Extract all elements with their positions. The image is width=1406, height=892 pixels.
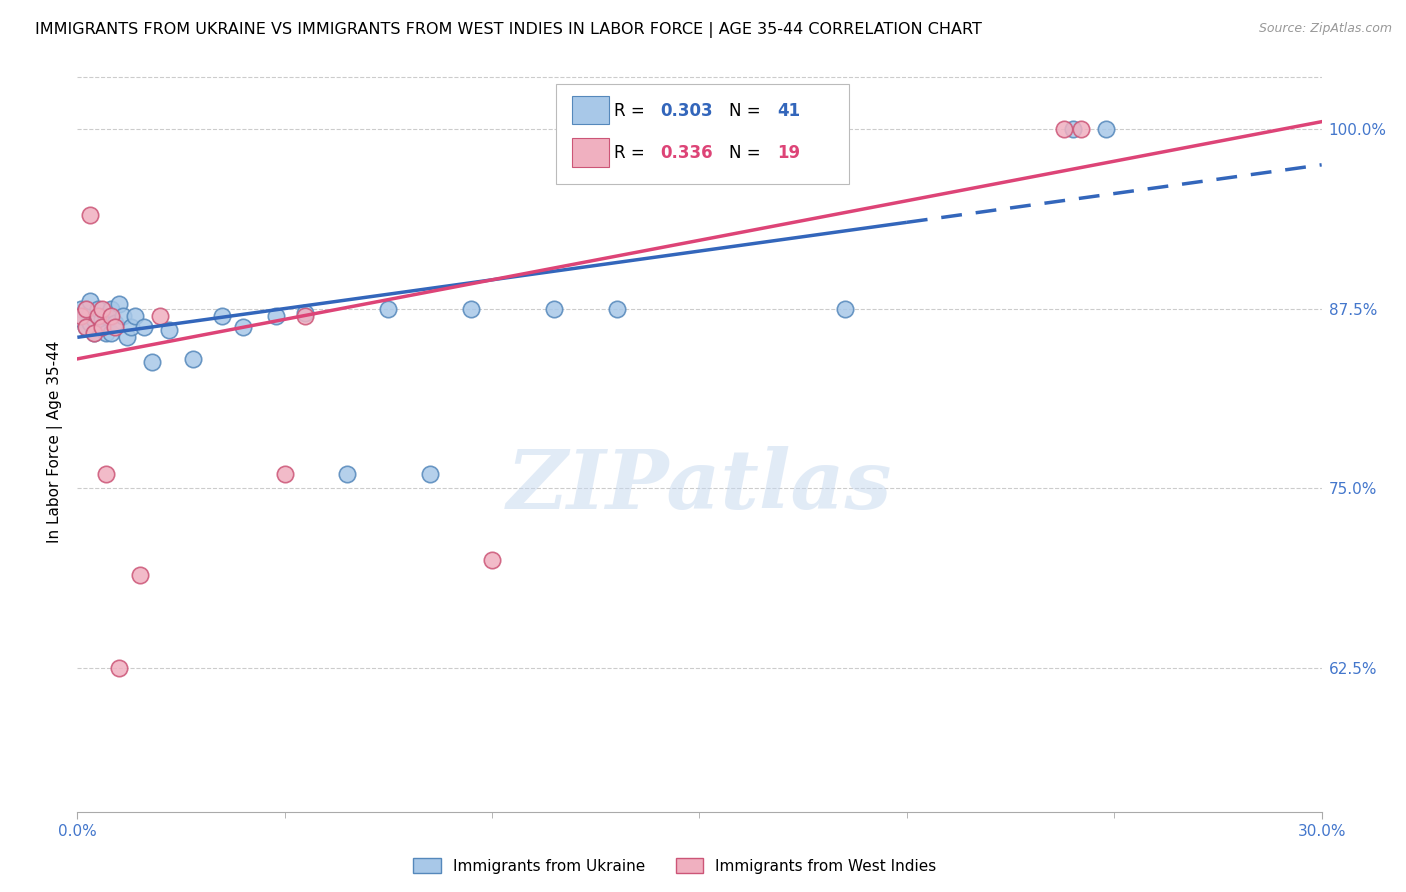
Point xyxy=(100,301,122,316)
Point xyxy=(211,309,233,323)
Point xyxy=(96,326,118,340)
Point xyxy=(70,301,93,316)
Point xyxy=(606,301,628,316)
Point xyxy=(709,121,731,136)
Point xyxy=(120,320,142,334)
Point xyxy=(481,553,503,567)
Point xyxy=(108,661,131,675)
Text: R =: R = xyxy=(614,102,651,120)
Point xyxy=(87,309,110,323)
Point xyxy=(111,309,134,323)
Point xyxy=(75,301,97,316)
Point xyxy=(87,309,110,323)
Point xyxy=(183,351,205,366)
Point xyxy=(96,467,118,481)
Point xyxy=(128,567,150,582)
Point xyxy=(377,301,399,316)
Point xyxy=(79,294,101,309)
Point xyxy=(83,326,105,340)
Point xyxy=(87,301,110,316)
Point xyxy=(1053,121,1076,136)
Text: 19: 19 xyxy=(778,145,800,162)
Point xyxy=(91,301,114,316)
Text: R =: R = xyxy=(614,145,651,162)
Text: 0.303: 0.303 xyxy=(659,102,713,120)
Point xyxy=(75,301,97,316)
Y-axis label: In Labor Force | Age 35-44: In Labor Force | Age 35-44 xyxy=(48,341,63,542)
Text: N =: N = xyxy=(730,102,766,120)
Point xyxy=(104,316,127,330)
Point xyxy=(460,301,482,316)
Point xyxy=(79,208,101,222)
Text: Source: ZipAtlas.com: Source: ZipAtlas.com xyxy=(1258,22,1392,36)
Text: 41: 41 xyxy=(778,102,800,120)
Point xyxy=(274,467,297,481)
Point xyxy=(91,311,114,326)
Point xyxy=(91,320,114,334)
Text: ZIPatlas: ZIPatlas xyxy=(506,446,893,526)
Point xyxy=(294,306,316,320)
Point xyxy=(104,320,127,334)
Legend: Immigrants from Ukraine, Immigrants from West Indies: Immigrants from Ukraine, Immigrants from… xyxy=(406,852,943,880)
Point xyxy=(75,320,97,334)
Point xyxy=(149,309,172,323)
Point xyxy=(100,309,122,323)
Point xyxy=(70,311,93,326)
Text: IMMIGRANTS FROM UKRAINE VS IMMIGRANTS FROM WEST INDIES IN LABOR FORCE | AGE 35-4: IMMIGRANTS FROM UKRAINE VS IMMIGRANTS FR… xyxy=(35,22,981,38)
Point xyxy=(124,309,146,323)
Point xyxy=(100,326,122,340)
Point xyxy=(336,467,359,481)
Point xyxy=(1062,121,1084,136)
Point xyxy=(141,355,163,369)
Point xyxy=(75,320,97,334)
Point xyxy=(157,323,180,337)
Point xyxy=(543,301,565,316)
Point xyxy=(266,309,288,323)
FancyBboxPatch shape xyxy=(572,95,609,124)
Point xyxy=(419,467,441,481)
Point xyxy=(294,309,316,323)
Point xyxy=(1070,121,1092,136)
FancyBboxPatch shape xyxy=(557,84,849,184)
Point xyxy=(108,297,131,311)
Point xyxy=(83,326,105,340)
Text: N =: N = xyxy=(730,145,766,162)
Point xyxy=(115,330,138,344)
Point xyxy=(232,320,254,334)
Text: 0.336: 0.336 xyxy=(659,145,713,162)
Point xyxy=(1095,121,1118,136)
FancyBboxPatch shape xyxy=(572,138,609,167)
Point xyxy=(79,316,101,330)
Point xyxy=(834,301,856,316)
Point xyxy=(132,320,155,334)
Point xyxy=(70,309,93,323)
Point xyxy=(83,311,105,326)
Point xyxy=(96,309,118,323)
Point xyxy=(79,306,101,320)
Point xyxy=(91,320,114,334)
